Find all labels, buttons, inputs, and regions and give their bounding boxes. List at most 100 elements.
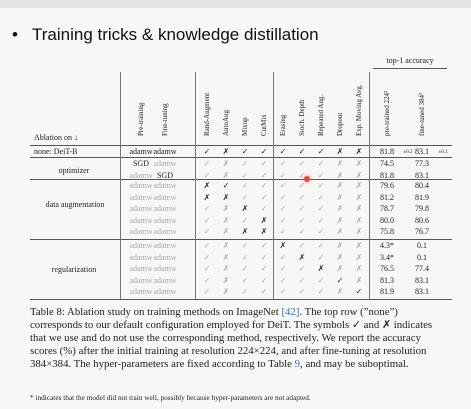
method-mark: ✓: [296, 264, 308, 273]
method-mark: ✓: [296, 276, 308, 285]
method-mark: ✓: [239, 181, 251, 190]
method-mark: ✗: [353, 193, 365, 202]
method-mark: ✓: [258, 181, 270, 190]
column-header-label: Exp. Moving Avg.: [355, 84, 363, 136]
finetune-optimizer: adamw: [148, 276, 182, 285]
method-mark: ✗: [334, 181, 346, 190]
method-mark: ✓: [258, 241, 270, 250]
baseline-label: none: DeiT-B: [34, 147, 114, 156]
method-mark: ✓: [315, 276, 327, 285]
caption-text-1: Table 8: Ablation study on training meth…: [30, 306, 281, 318]
accuracy-384: 0.1: [409, 253, 435, 262]
method-mark: ✓: [258, 276, 270, 285]
method-mark: ✓: [239, 253, 251, 262]
method-mark: ✓: [201, 171, 213, 180]
accuracy-384: 80.4: [409, 181, 435, 190]
method-mark: ✗: [220, 171, 232, 180]
baseline-row: adamw adamw ✓ ✗ ✓ ✓ ✓ ✓ ✓ ✗ ✗ 81.8 83.1 none: DeiT-B ±…: [30, 147, 452, 158]
method-mark: ✓: [315, 241, 327, 250]
finetune-optimizer: adamw: [148, 147, 182, 156]
finetune-optimizer: adamw: [148, 264, 182, 273]
column-header-label: Dropout: [336, 113, 344, 136]
accuracy-384: 83.1: [409, 287, 435, 296]
accuracy-224: 80.0: [374, 216, 400, 225]
method-mark: ✗: [334, 193, 346, 202]
column-header-label: CutMix: [260, 114, 268, 136]
method-mark: ✗: [258, 227, 270, 236]
method-mark: ✗: [220, 159, 232, 168]
column-header-label: pre-trained 224²: [383, 91, 391, 136]
column-header-label: Mixup: [241, 117, 249, 136]
column-header-label: Fine-tuning: [161, 103, 169, 136]
method-mark: ✓: [220, 181, 232, 190]
bullet-dot: •: [12, 25, 32, 45]
method-mark: ✓: [239, 159, 251, 168]
top-strip: [0, 0, 471, 8]
header-rule: [30, 145, 452, 146]
method-mark: ✓: [258, 171, 270, 180]
method-mark: ✗: [220, 264, 232, 273]
table-row: adamw adamw ✓ ✗ ✓ ✓ ✓ ✓ ✓ ✓ ✗ 81.3 83.1: [30, 276, 452, 287]
method-mark: ✓: [334, 276, 346, 285]
method-mark: ✓: [201, 227, 213, 236]
method-mark: ✗: [353, 204, 365, 213]
method-mark: ✓: [277, 171, 289, 180]
method-mark: ✗: [220, 216, 232, 225]
method-mark: ✓: [277, 193, 289, 202]
method-mark: ✓: [239, 264, 251, 273]
method-mark: ✓: [201, 204, 213, 213]
method-mark: ✗: [334, 287, 346, 296]
slide-title: Training tricks & knowledge distillation: [32, 25, 319, 44]
accuracy-384: 77.3: [409, 159, 435, 168]
table-row: adamw adamw ✓ ✗ ✗ ✓ ✓ ✓ ✓ ✗ ✗ 78.7 79.8: [30, 204, 452, 215]
method-mark: ✗: [334, 227, 346, 236]
method-mark: ✗: [334, 159, 346, 168]
method-mark: ✓: [277, 227, 289, 236]
method-mark: ✓: [277, 276, 289, 285]
column-header: fine-tuned 384²: [415, 72, 429, 144]
method-mark: ✓: [277, 264, 289, 273]
method-mark: ✓: [315, 216, 327, 225]
method-mark: ✗: [239, 204, 251, 213]
column-header-label: AutoAug: [222, 110, 230, 136]
accuracy-224: 81.8: [374, 147, 400, 156]
table-caption: Table 8: Ablation study on training meth…: [30, 306, 450, 371]
method-mark: ✗: [258, 216, 270, 225]
column-header: AutoAug: [219, 72, 233, 144]
method-mark: ✓: [315, 147, 327, 156]
method-mark: ✓: [201, 159, 213, 168]
method-mark: ✗: [277, 241, 289, 250]
method-mark: ✓: [296, 227, 308, 236]
method-mark: ✓: [239, 147, 251, 156]
caption-ref-link[interactable]: [42]: [281, 306, 299, 318]
top-accuracy-header: top-1 accuracy: [370, 56, 450, 65]
method-mark: ✓: [296, 159, 308, 168]
table-row: adamw adamw ✓ ✗ ✓ ✓ ✗ ✓ ✓ ✗ ✗ 4.3* 0.1: [30, 241, 452, 252]
column-header: Dropout: [333, 72, 347, 144]
method-mark: ✓: [277, 159, 289, 168]
accuracy-224: 81.9: [374, 287, 400, 296]
method-mark: ✓: [258, 253, 270, 262]
method-mark: ✓: [315, 253, 327, 262]
column-header: Exp. Moving Avg.: [352, 72, 366, 144]
method-mark: ✓: [258, 193, 270, 202]
accuracy-224: 78.7: [374, 204, 400, 213]
finetune-optimizer: SGD: [148, 171, 182, 180]
method-mark: ✗: [334, 241, 346, 250]
accuracy-384: 83.1: [409, 276, 435, 285]
method-mark: ✓: [296, 216, 308, 225]
method-mark: ✓: [258, 287, 270, 296]
method-mark: ✓: [296, 181, 308, 190]
augmentation-rule: [30, 239, 452, 240]
method-mark: ✓: [258, 147, 270, 156]
method-mark: ✓: [353, 287, 365, 296]
accuracy-224: 75.8: [374, 227, 400, 236]
method-mark: ✗: [353, 147, 365, 156]
column-header: Fine-tuning: [158, 72, 172, 144]
finetune-optimizer: adamw: [148, 227, 182, 236]
method-mark: ✓: [201, 253, 213, 262]
table-row: adamw adamw ✓ ✗ ✓ ✗ ✓ ✓ ✓ ✗ ✗ 80.0 80.6: [30, 216, 452, 227]
method-mark: ✓: [239, 171, 251, 180]
accuracy-224: 76.5: [374, 264, 400, 273]
method-mark: ✓: [239, 241, 251, 250]
